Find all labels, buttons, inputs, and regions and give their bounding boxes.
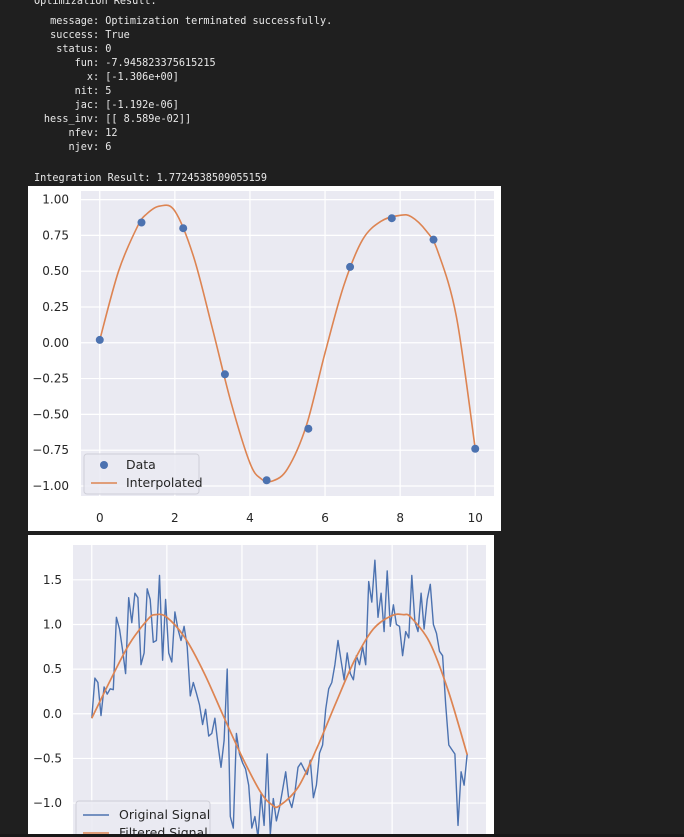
field-key: x <box>86 72 93 83</box>
x-tick-label: 0 <box>96 511 104 525</box>
field-key: jac <box>74 100 93 111</box>
y-tick-label: 0.5 <box>43 662 62 676</box>
field-value: 0 <box>105 44 112 55</box>
field-row-success: success: True <box>0 29 332 43</box>
field-key: hess_inv <box>43 114 93 125</box>
data-point <box>304 424 313 433</box>
field-row-nit: nit: 5 <box>0 85 332 99</box>
x-tick-label: 8 <box>396 511 404 525</box>
filtered-signal-line <box>91 613 469 809</box>
data-point <box>137 218 146 227</box>
y-tick-label: 0.0 <box>43 707 62 721</box>
field-key: nit <box>74 86 93 97</box>
bottom-edge <box>0 834 684 837</box>
legend-box <box>75 800 211 837</box>
field-separator: : <box>93 128 106 139</box>
field-value: -7.945823375615215 <box>105 58 216 69</box>
y-tick-label: −0.75 <box>32 443 69 457</box>
x-tick-label: 2 <box>171 511 179 525</box>
legend-box <box>83 453 200 495</box>
y-tick-label: 0.25 <box>42 300 69 314</box>
field-row-hess_inv: hess_inv: [[ 8.589e-02]] <box>0 113 332 127</box>
data-point <box>471 444 480 453</box>
field-separator: : <box>93 30 106 41</box>
data-point <box>262 476 271 485</box>
data-point <box>179 224 188 233</box>
legend-label-data: Data <box>126 457 156 472</box>
optimization-fields: message: Optimization terminated success… <box>0 15 332 155</box>
y-tick-label: 1.5 <box>43 573 62 587</box>
y-tick-label: −1.0 <box>33 796 62 810</box>
data-point <box>387 214 396 223</box>
field-separator: : <box>93 44 106 55</box>
interpolated-line <box>99 204 477 483</box>
field-value: [-1.306e+00] <box>105 72 179 83</box>
field-value: [-1.192e-06] <box>105 100 179 111</box>
data-point <box>95 335 104 344</box>
y-tick-label: 0.75 <box>42 228 69 242</box>
interpolation-plot: 0 2 4 6 8 10 1.00 0.75 0.50 0.25 0.00 −0.25 −0.50 −0.… <box>28 186 501 531</box>
field-value: True <box>105 30 130 41</box>
field-key: njev <box>68 142 93 153</box>
field-separator: : <box>93 58 106 69</box>
signal-filter-plot-svg: 1.5 1.0 0.5 0.0 −0.5 −1.0 Original SignalFilte… <box>33 545 486 837</box>
field-key: success <box>50 30 93 41</box>
field-row-message: message: Optimization terminated success… <box>0 15 332 29</box>
field-separator: : <box>93 86 106 97</box>
optimization-title: Optimization Result: <box>34 0 157 7</box>
field-row-x: x: [-1.306e+00] <box>0 71 332 85</box>
y-tick-label: 1.00 <box>42 193 69 207</box>
plot-area <box>73 545 486 837</box>
field-key: fun <box>74 58 93 69</box>
y-tick-label: 0.00 <box>42 336 69 350</box>
legend: Data Interpolated <box>83 453 203 495</box>
data-point <box>346 262 355 271</box>
field-key: message <box>50 16 93 27</box>
field-value: Optimization terminated successfully. <box>105 16 333 27</box>
interpolation-plot-svg: 0 2 4 6 8 10 1.00 0.75 0.50 0.25 0.00 −0.25 −0.50 −0.… <box>32 191 494 525</box>
y-tick-label: −0.50 <box>32 407 69 421</box>
field-row-njev: njev: 6 <box>0 141 332 155</box>
y-tick-label: 1.0 <box>43 617 62 631</box>
y-tick-label: −1.00 <box>32 479 69 493</box>
field-row-nfev: nfev: 12 <box>0 127 332 141</box>
legend-label-interpolated: Interpolated <box>126 475 203 490</box>
signal-filter-plot: 1.5 1.0 0.5 0.0 −0.5 −1.0 Original Signal Filte… <box>28 535 494 837</box>
field-value: 12 <box>105 128 118 139</box>
original-signal-line <box>91 559 468 837</box>
field-value: 6 <box>105 142 112 153</box>
field-row-jac: jac: [-1.192e-06] <box>0 99 332 113</box>
console-output: Optimization Result: message: Optimizati… <box>0 0 684 184</box>
integration-result: Integration Result: 1.7724538509055159 <box>34 173 268 184</box>
field-value: [[ 8.589e-02]] <box>105 114 192 125</box>
y-tick-label: −0.25 <box>32 372 69 386</box>
field-row-status: status: 0 <box>0 43 332 57</box>
data-point <box>429 235 438 244</box>
data-point <box>220 370 229 379</box>
field-separator: : <box>93 142 106 153</box>
y-tick-label: 0.50 <box>42 264 69 278</box>
x-tick-label: 6 <box>321 511 329 525</box>
field-key: nfev <box>68 128 93 139</box>
field-separator: : <box>93 114 106 125</box>
field-key: status <box>56 44 93 55</box>
field-separator: : <box>93 100 106 111</box>
y-tick-label: −0.5 <box>33 751 62 765</box>
field-separator: : <box>93 72 106 83</box>
legend-marker-data <box>100 461 108 469</box>
field-value: 5 <box>105 86 112 97</box>
x-tick-label: 4 <box>246 511 254 525</box>
field-row-fun: fun: -7.945823375615215 <box>0 57 332 71</box>
legend-label-original: Original Signal <box>119 807 210 822</box>
field-separator: : <box>93 16 106 27</box>
plot-area <box>81 191 494 496</box>
x-tick-label: 10 <box>468 511 483 525</box>
